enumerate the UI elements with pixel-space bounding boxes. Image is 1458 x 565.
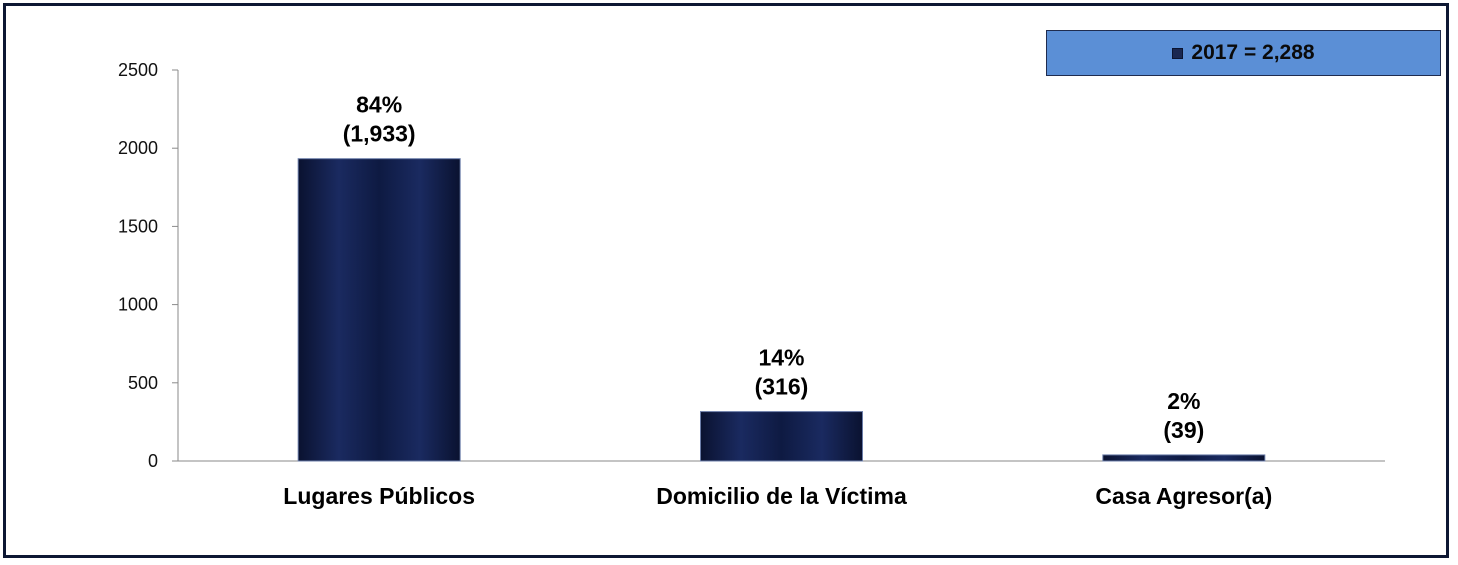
legend-swatch xyxy=(1172,47,1184,59)
y-tick-label: 1000 xyxy=(118,295,158,315)
category-label: Casa Agresor(a) xyxy=(1095,483,1272,509)
bar xyxy=(700,411,863,462)
category-labels: Lugares Públicos Domicilio de la Víctima C… xyxy=(283,483,1272,509)
y-tick-label: 0 xyxy=(148,451,158,471)
legend: 2017 = 2,288 xyxy=(1046,30,1441,76)
data-label-count: (1,933) xyxy=(343,121,416,147)
y-tick-label: 1500 xyxy=(118,216,158,236)
legend-label: 2017 = 2,288 xyxy=(1191,41,1315,64)
y-tick-label: 500 xyxy=(128,373,158,393)
data-label-count: (39) xyxy=(1163,417,1204,443)
data-label-count: (316) xyxy=(755,374,809,400)
data-label-percent: 14% xyxy=(758,345,804,371)
y-tick-label: 2000 xyxy=(118,138,158,158)
category-label: Domicilio de la Víctima xyxy=(656,483,907,509)
bar xyxy=(297,158,461,462)
bars xyxy=(297,158,1266,462)
data-label-percent: 2% xyxy=(1167,388,1200,414)
category-label: Lugares Públicos xyxy=(283,483,475,509)
chart-frame xyxy=(3,3,1449,558)
y-tick-label: 2500 xyxy=(118,60,158,80)
data-label-percent: 84% xyxy=(356,92,402,118)
data-labels: 84% (1,933) 14% (316) 2% (39) xyxy=(343,92,1205,443)
bar xyxy=(1102,454,1266,462)
